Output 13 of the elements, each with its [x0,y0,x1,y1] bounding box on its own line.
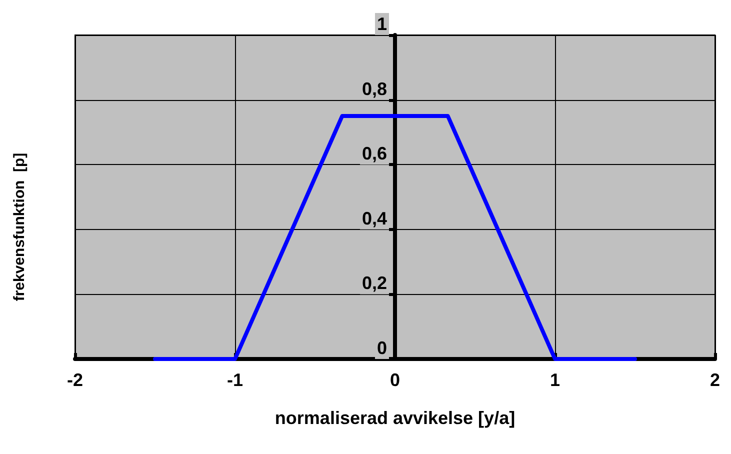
y-axis-title: frekvensfunktion [p] [11,152,28,302]
x-tick-label: 0 [390,370,400,390]
y-tick-label: 0,6 [362,144,387,164]
y-tick-label: 0,4 [362,208,387,228]
y-tick-label: 0,2 [362,273,387,294]
y-tick-label: 0,8 [362,78,387,99]
x-tick-label: -1 [226,370,244,390]
y-tick-label: 0 [376,338,387,358]
x-tick-label: 1 [550,370,560,390]
x-tick-label: 2 [710,370,720,390]
x-tick-label: -2 [66,370,84,390]
x-axis-title: normaliserad avvikelse [y/a] [274,408,516,428]
y-tick-label: 1 [376,14,387,34]
